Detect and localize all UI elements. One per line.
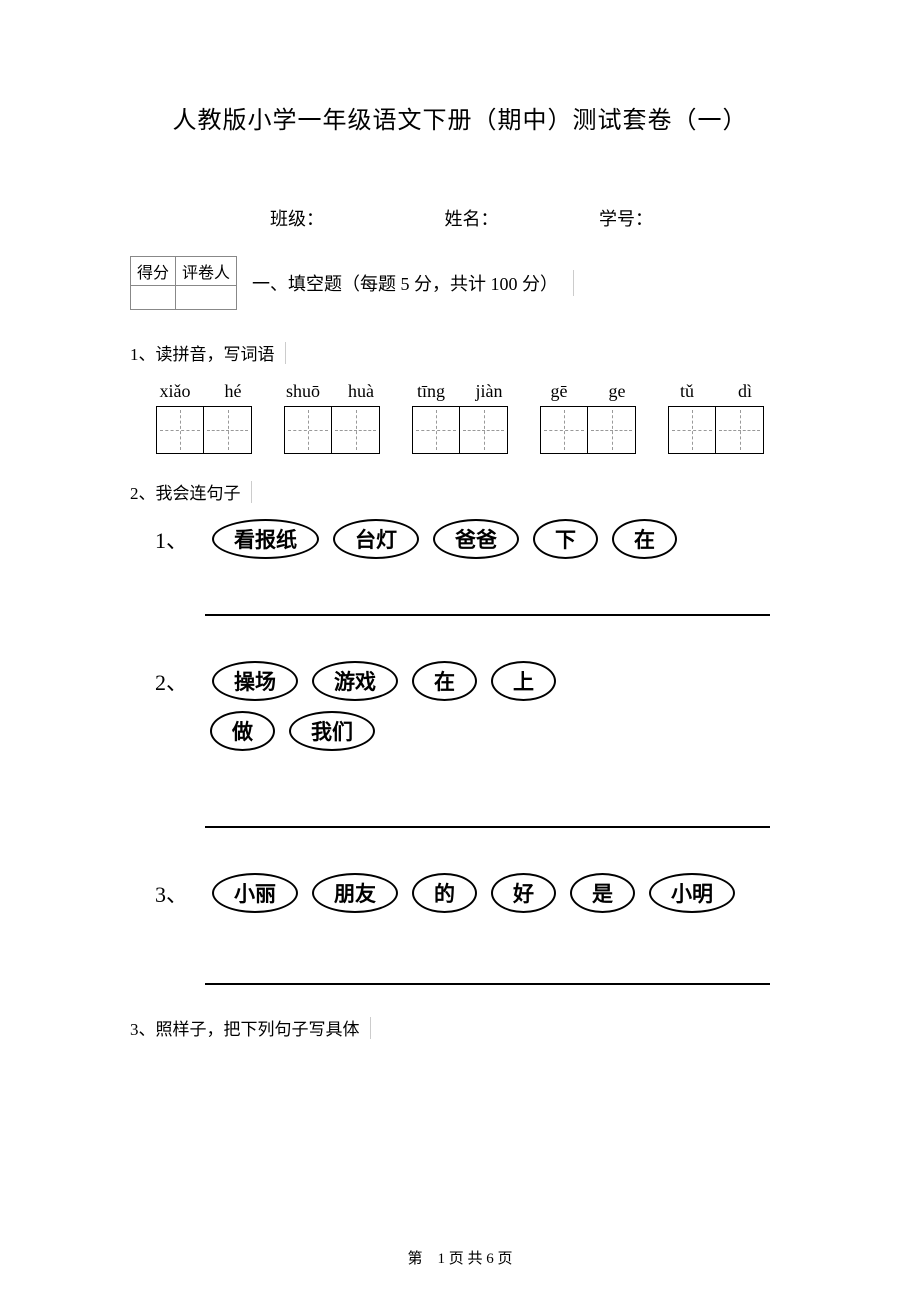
pinyin: hé <box>213 381 253 402</box>
item-num: 3、 <box>155 877 188 909</box>
tianzige <box>156 406 204 454</box>
item-num: 2、 <box>155 665 188 697</box>
name-label: 姓名： <box>445 205 595 231</box>
word-oval: 台灯 <box>333 519 419 559</box>
word-oval: 小明 <box>649 873 735 913</box>
score-cell <box>131 286 176 310</box>
pinyin-group: gēge <box>539 380 637 454</box>
footer-page: 1 <box>437 1251 445 1267</box>
sentence-item-row2: 做 我们 <box>210 711 790 751</box>
score-table: 得分 评卷人 <box>130 256 237 310</box>
pinyin: dì <box>725 381 765 402</box>
section-header: 得分 评卷人 一、填空题（每题 5 分，共计 100 分） <box>130 256 790 310</box>
tianzige <box>332 406 380 454</box>
pinyin-group: shuōhuà <box>283 380 381 454</box>
word-oval: 下 <box>533 519 598 559</box>
q2-header: 2、 我会连句子 <box>130 479 790 504</box>
section-suffix: 分） <box>522 274 558 294</box>
footer-mid: 页 共 <box>449 1251 483 1267</box>
pinyin: huà <box>341 381 381 402</box>
pinyin-group: tīng jiàn <box>411 380 509 454</box>
separator <box>370 1017 371 1039</box>
tianzige <box>412 406 460 454</box>
pinyin: shuō <box>283 381 323 402</box>
q2-text: 我会连句子 <box>156 479 241 504</box>
word-oval: 在 <box>612 519 677 559</box>
page-title: 人教版小学一年级语文下册（期中）测试套卷（一） <box>130 100 790 135</box>
footer-prefix: 第 <box>407 1251 422 1267</box>
pinyin: tǔ <box>667 381 707 402</box>
student-info: 班级： 姓名： 学号： <box>130 205 790 231</box>
pinyin: gē <box>539 381 579 402</box>
word-oval: 的 <box>412 873 477 913</box>
word-oval: 朋友 <box>312 873 398 913</box>
pinyin: ge <box>597 381 637 402</box>
pinyin: jiàn <box>469 381 509 402</box>
separator <box>285 342 286 364</box>
id-label: 学号： <box>599 205 653 231</box>
section-mid: 分，共计 <box>414 274 486 294</box>
word-oval: 我们 <box>289 711 375 751</box>
tianzige <box>588 406 636 454</box>
q1-num: 1、 <box>130 340 156 365</box>
tianzige <box>668 406 716 454</box>
answer-line <box>205 983 770 985</box>
tianzige <box>204 406 252 454</box>
item-num: 1、 <box>155 523 188 555</box>
word-oval: 小丽 <box>212 873 298 913</box>
sentence-item: 3、 小丽 朋友 的 好 是 小明 <box>155 873 790 913</box>
answer-line <box>205 614 770 616</box>
sentence-item: 2、 操场 游戏 在 上 <box>155 661 790 701</box>
pinyin: tīng <box>411 381 451 402</box>
answer-line <box>205 826 770 828</box>
section-title: 一、填空题（每题 5 分，共计 100 分） <box>252 270 574 296</box>
tianzige <box>460 406 508 454</box>
q3-header: 3、 照样子，把下列句子写具体 <box>130 1015 790 1040</box>
sentence-item: 1、 看报纸 台灯 爸爸 下 在 <box>155 519 790 559</box>
word-oval: 是 <box>570 873 635 913</box>
q1-text: 读拼音，写词语 <box>156 340 275 365</box>
section-prefix: 一、填空题（每题 <box>252 274 396 294</box>
section-points: 5 <box>401 274 410 294</box>
pinyin: xiǎo <box>155 381 195 402</box>
tianzige <box>284 406 332 454</box>
word-oval: 看报纸 <box>212 519 319 559</box>
word-oval: 好 <box>491 873 556 913</box>
q2-num: 2、 <box>130 479 156 504</box>
tianzige <box>540 406 588 454</box>
word-oval: 游戏 <box>312 661 398 701</box>
footer-suffix: 页 <box>498 1251 513 1267</box>
sentence-exercises: 1、 看报纸 台灯 爸爸 下 在 2、 操场 游戏 在 上 做 我们 3、 小丽… <box>155 519 790 985</box>
q3-text: 照样子，把下列句子写具体 <box>156 1015 360 1040</box>
pinyin-group: tǔdì <box>667 380 765 454</box>
word-oval: 爸爸 <box>433 519 519 559</box>
q1-header: 1、 读拼音，写词语 <box>130 340 790 365</box>
pinyin-group: xiǎohé <box>155 380 253 454</box>
word-oval: 做 <box>210 711 275 751</box>
pinyin-grid-row: xiǎohé shuōhuà tīng jiàn gēge tǔdì <box>155 380 790 454</box>
section-total: 100 <box>491 274 518 294</box>
grader-cell <box>176 286 237 310</box>
footer-total: 6 <box>486 1251 494 1267</box>
word-oval: 上 <box>491 661 556 701</box>
tianzige <box>716 406 764 454</box>
score-label: 得分 <box>131 257 176 286</box>
class-label: 班级： <box>270 205 440 231</box>
page-footer: 第 1 页 共 6 页 <box>0 1247 920 1268</box>
word-oval: 在 <box>412 661 477 701</box>
separator <box>251 481 252 503</box>
q3-num: 3、 <box>130 1015 156 1040</box>
word-oval: 操场 <box>212 661 298 701</box>
grader-label: 评卷人 <box>176 257 237 286</box>
